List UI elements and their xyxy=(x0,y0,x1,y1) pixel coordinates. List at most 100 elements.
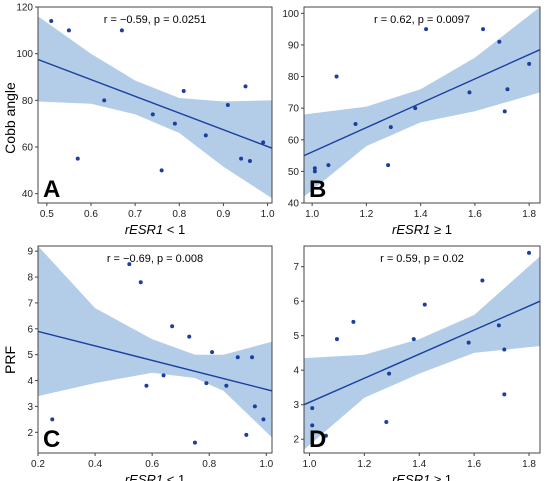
data-point-d-12 xyxy=(496,323,501,328)
x-axis-label-var-c: rESR1 xyxy=(125,472,163,481)
y-tick-label-d-5: 6 xyxy=(293,297,299,308)
data-point-b-11 xyxy=(481,27,486,32)
y-tick-label-b-4: 70 xyxy=(288,104,300,115)
x-tick-label-a-3: 0.7 xyxy=(128,209,142,220)
data-point-c-11 xyxy=(224,383,229,388)
data-point-c-13 xyxy=(244,432,249,437)
y-tick-label-a-4: 100 xyxy=(16,49,33,60)
data-point-a-2 xyxy=(66,28,71,33)
y-tick-label-c-7: 8 xyxy=(27,273,33,284)
x-axis-label-a: rESR1 < 1 xyxy=(125,222,185,237)
x-tick-label-d-4: 1.6 xyxy=(467,459,481,470)
data-point-b-8 xyxy=(413,106,418,111)
panel-c: 0.2 0.4 0.6 0.8 1.0 2 3 4 5 6 7 8 9 r = −0.69, p = 0.… xyxy=(27,245,274,481)
x-tick-label-a-2: 0.6 xyxy=(84,209,98,220)
data-point-c-2 xyxy=(127,262,132,267)
data-point-a-14 xyxy=(247,159,252,163)
data-point-d-13 xyxy=(502,347,507,352)
plot-frame-d xyxy=(303,245,541,454)
panel-letter-d: D xyxy=(309,426,326,453)
y-tick-label-a-2: 60 xyxy=(22,143,34,154)
x-tick-label-d-1: 1.0 xyxy=(303,459,317,470)
x-axis-label-var-a: rESR1 xyxy=(125,222,163,237)
plot-frame-a xyxy=(37,6,273,204)
data-point-d-3 xyxy=(323,433,328,438)
x-axis-label-cond-a: < 1 xyxy=(163,222,185,237)
data-point-b-7 xyxy=(388,125,393,130)
data-point-c-12 xyxy=(235,355,240,360)
x-tick-label-b-4: 1.6 xyxy=(468,209,482,220)
x-tick-label-b-1: 1.0 xyxy=(305,209,319,220)
data-point-c-9 xyxy=(204,381,209,386)
y-tick-label-b-5: 80 xyxy=(288,72,300,83)
data-point-a-3 xyxy=(75,156,80,161)
x-tick-label-a-1: 0.5 xyxy=(40,209,54,220)
data-point-d-7 xyxy=(387,371,392,376)
x-axis-label-cond-d: ≥ 1 xyxy=(430,472,452,481)
data-point-d-1 xyxy=(310,406,315,411)
x-tick-label-a-5: 0.9 xyxy=(216,209,230,220)
y-tick-label-d-4: 5 xyxy=(293,331,299,342)
data-point-a-9 xyxy=(181,89,186,93)
data-point-c-16 xyxy=(261,417,266,422)
data-point-c-6 xyxy=(170,324,175,329)
data-point-b-1 xyxy=(312,166,317,171)
y-tick-label-b-2: 50 xyxy=(288,167,300,178)
data-point-a-1 xyxy=(49,19,54,23)
x-tick-label-d-3: 1.4 xyxy=(412,459,426,470)
plot-frame-b xyxy=(303,6,541,204)
y-tick-label-d-1: 2 xyxy=(293,435,299,446)
x-tick-label-c-2: 0.4 xyxy=(88,459,102,470)
y-tick-label-c-5: 6 xyxy=(27,324,33,335)
y-tick-label-d-3: 4 xyxy=(293,366,299,377)
data-point-a-10 xyxy=(203,133,208,138)
y-tick-label-c-4: 5 xyxy=(27,350,33,361)
x-tick-label-a-4: 0.8 xyxy=(172,209,186,220)
y-axis-label-cobb-angle: Cobb angle xyxy=(2,82,18,154)
y-tick-label-c-1: 2 xyxy=(27,428,33,439)
data-point-a-11 xyxy=(225,103,230,107)
confidence-band-a xyxy=(38,16,272,199)
data-point-c-14 xyxy=(250,355,255,360)
data-point-d-10 xyxy=(466,340,471,345)
x-tick-label-b-2: 1.2 xyxy=(359,209,373,220)
data-point-a-8 xyxy=(172,121,177,126)
stats-annotation-d: r = 0.59, p = 0.02 xyxy=(380,253,464,265)
panel-letter-b: B xyxy=(309,176,326,203)
y-tick-label-a-5: 120 xyxy=(16,3,33,14)
plot-frame-c xyxy=(37,245,273,454)
x-axis-label-var-d: rESR1 xyxy=(392,472,430,481)
regression-line-c xyxy=(38,330,272,392)
x-tick-label-d-5: 1.8 xyxy=(522,459,536,470)
data-point-a-4 xyxy=(102,98,107,103)
panel-b: 1.0 1.2 1.4 1.6 1.8 40 50 60 70 80 90 100 r = 0.62, … xyxy=(282,6,541,237)
data-point-c-8 xyxy=(192,440,197,445)
data-point-c-5 xyxy=(161,373,166,378)
x-axis-label-cond-c: < 1 xyxy=(163,472,185,481)
data-point-d-5 xyxy=(351,319,356,324)
confidence-band-b xyxy=(304,7,540,197)
y-tick-label-c-6: 7 xyxy=(27,298,33,309)
data-point-d-15 xyxy=(527,250,532,255)
y-tick-label-b-6: 90 xyxy=(288,40,300,51)
y-tick-label-b-7: 100 xyxy=(282,9,299,20)
data-point-c-4 xyxy=(144,383,149,388)
data-point-d-11 xyxy=(480,278,485,283)
data-point-a-6 xyxy=(150,112,155,117)
x-axis-label-cond-b: ≥ 1 xyxy=(430,222,452,237)
data-point-c-10 xyxy=(210,350,215,355)
data-point-a-15 xyxy=(261,140,266,145)
regression-line-d xyxy=(304,300,540,406)
y-tick-label-d-2: 3 xyxy=(293,400,299,411)
y-tick-label-a-3: 80 xyxy=(22,96,34,107)
y-tick-label-d-6: 7 xyxy=(293,262,299,273)
data-point-b-6 xyxy=(386,163,391,168)
x-axis-label-c: rESR1 < 1 xyxy=(125,472,185,481)
y-axis-label-prf: PRF xyxy=(2,346,18,374)
data-point-a-5 xyxy=(119,28,124,33)
data-point-b-2 xyxy=(312,169,317,174)
data-point-a-12 xyxy=(239,156,244,161)
x-tick-label-b-5: 1.8 xyxy=(522,209,536,220)
y-tick-label-a-1: 40 xyxy=(22,189,34,200)
